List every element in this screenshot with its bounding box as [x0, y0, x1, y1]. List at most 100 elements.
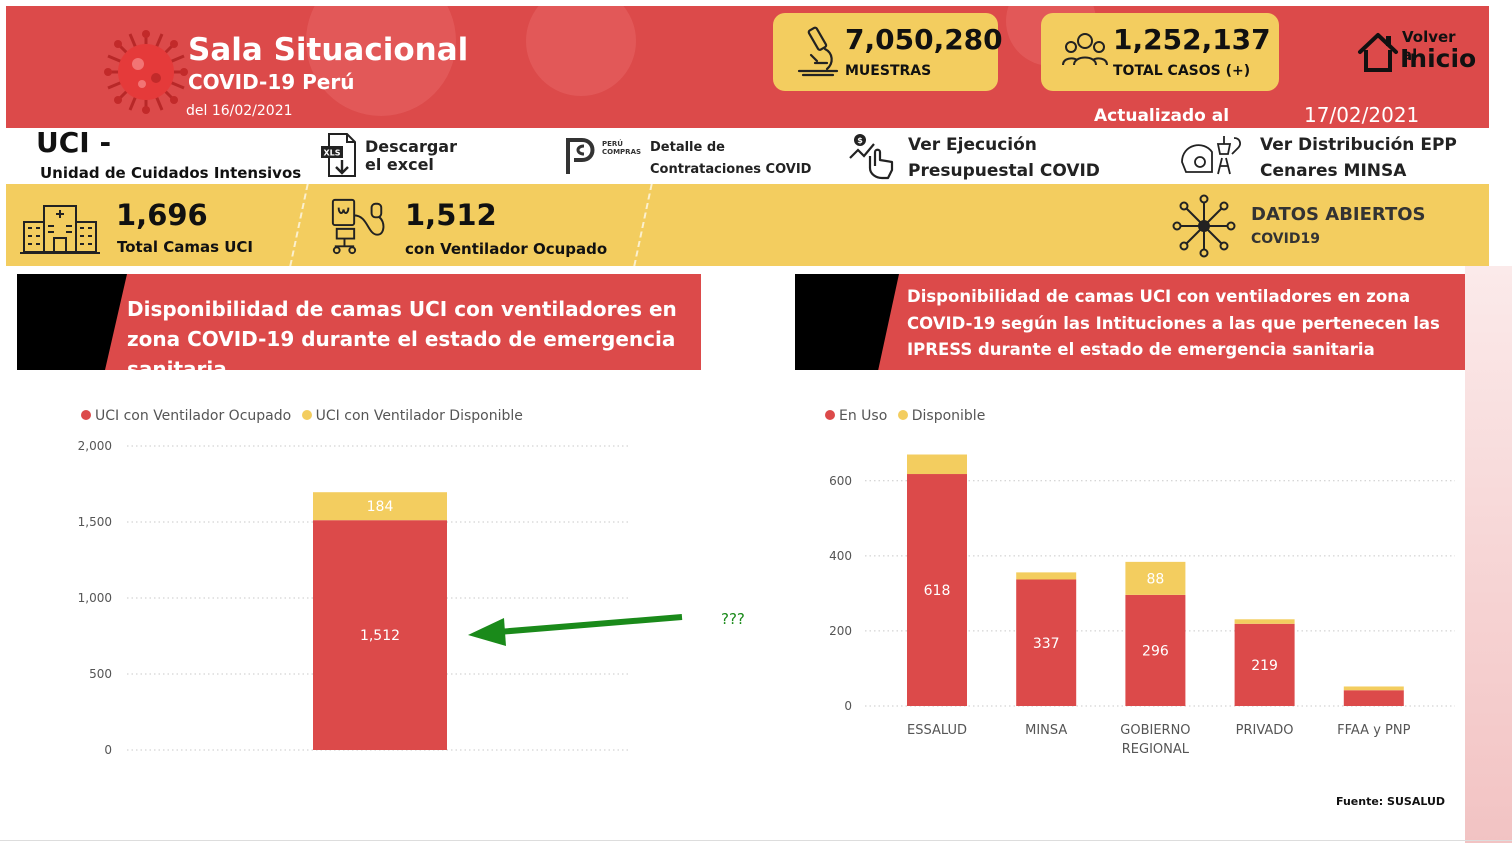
- total-camas-label: Total Camas UCI: [117, 238, 254, 256]
- bar-segment: [1016, 572, 1077, 580]
- legend-dot-disponible: [301, 410, 312, 420]
- kpi-band: 1,696 Total Camas UCI 1,512 con Ventilad…: [6, 184, 1489, 266]
- hospital-icon: [20, 205, 100, 254]
- legend-dot-disponible: [897, 410, 908, 420]
- download-line2: el excel: [365, 155, 434, 175]
- bar-segment: [1125, 594, 1186, 706]
- legend-label-ocupado: UCI con Ventilador Ocupado: [95, 408, 292, 424]
- ventilator-icon: [331, 198, 385, 255]
- bar-data-label: 88: [1146, 571, 1164, 587]
- bar-segment: [313, 520, 447, 750]
- y-tick-label: 400: [829, 549, 852, 563]
- ejecucion-line1: Ver Ejecución: [908, 135, 1037, 155]
- total-casos-label: TOTAL CASOS (+): [1113, 63, 1251, 79]
- virus-decoration: [526, 6, 636, 96]
- bar-segment: [1234, 623, 1295, 706]
- bar-data-label: 1,512: [360, 628, 400, 644]
- dashboard-title: Sala Situacional: [188, 32, 469, 68]
- peru-compras-brand2: COMPRAS: [602, 148, 642, 157]
- peru-compras-brand: PERÚ COMPRAS: [602, 140, 641, 156]
- peru-compras-link[interactable]: PERÚ COMPRAS Detalle de Contrataciones C…: [564, 132, 834, 199]
- y-tick-label: 2,000: [78, 439, 112, 453]
- x-tick-label: FFAA y PNP: [1337, 723, 1410, 738]
- muestras-card: 7,050,280 MUESTRAS: [773, 13, 1003, 91]
- ventilador-value: 1,512: [405, 198, 497, 232]
- left-chart-panel: UCI con Ventilador Ocupado UCI con Venti…: [17, 372, 701, 772]
- bar-segment: [1125, 561, 1186, 595]
- epp-text: Ver Distribución EPP Cenares MINSA: [1260, 132, 1457, 184]
- download-line1: Descargar: [365, 137, 457, 156]
- y-tick-label: 600: [829, 474, 852, 488]
- download-excel-link[interactable]: XLS Descargar el excel: [319, 132, 469, 184]
- bar-data-label: 184: [367, 499, 394, 515]
- updated-label: Actualizado al: [1094, 106, 1230, 126]
- datos-abiertos-title: DATOS ABIERTOS: [1251, 204, 1426, 225]
- right-chart-panel: En Uso Disponible 0 200 400 600 618 ESSALUD 33…: [795, 372, 1465, 772]
- bar-data-label: 219: [1251, 658, 1278, 674]
- bar-segment: [907, 474, 967, 706]
- section-subtitle: Unidad de Cuidados Intensivos: [40, 164, 302, 182]
- banner-accent: [795, 274, 899, 370]
- left-chart-legend: UCI con Ventilador Ocupado UCI con Venti…: [81, 408, 523, 424]
- legend-dot-en-uso: [825, 410, 835, 420]
- bar-segment: [1016, 579, 1077, 706]
- total-casos-value: 1,252,137: [1113, 23, 1271, 56]
- data-source: Fuente: SUSALUD: [1336, 795, 1446, 808]
- x-tick-label: MINSA: [1025, 723, 1067, 738]
- x-tick-label: GOBIERNO: [1120, 723, 1190, 738]
- epp-line2: Cenares MINSA: [1260, 161, 1407, 181]
- banner-accent: [17, 274, 127, 370]
- people-group-icon: [1062, 33, 1108, 66]
- ventilador-label: con Ventilador Ocupado: [405, 240, 608, 258]
- decorative-side-strip: [1465, 266, 1512, 843]
- bar-data-label: 296: [1142, 643, 1169, 659]
- y-tick-label: 200: [829, 624, 852, 638]
- legend-label-en-uso: En Uso: [839, 408, 888, 424]
- bar-segment: [1343, 690, 1404, 706]
- legend-label-disponible: Disponible: [911, 408, 986, 424]
- distribucion-epp-link[interactable]: Ver Distribución EPP Cenares MINSA: [1178, 132, 1468, 184]
- y-tick-label: 500: [89, 667, 112, 681]
- kpi-separator: [633, 184, 653, 266]
- annotation-arrow: [468, 614, 683, 646]
- datos-abiertos-subtitle: COVID19: [1251, 231, 1320, 247]
- bar-data-label: 618: [924, 583, 951, 599]
- bar-segment: [313, 492, 447, 521]
- budget-touch-icon: $: [849, 134, 894, 180]
- total-camas-value: 1,696: [116, 198, 208, 232]
- home-label-line2: Inicio: [1400, 44, 1477, 73]
- ejecucion-presupuestal-link[interactable]: $ Ver Ejecución Presupuestal COVID 19: [846, 132, 1116, 207]
- muestras-label: MUESTRAS: [845, 63, 932, 79]
- peru-compras-brand1: PERÚ: [602, 140, 623, 148]
- legend-label-disponible: UCI con Ventilador Disponible: [315, 408, 523, 424]
- bar-segment: [1234, 619, 1295, 624]
- microscope-icon: [797, 26, 839, 77]
- home-button[interactable]: Volver al Inicio: [1356, 26, 1476, 86]
- download-excel-text: Descargar el excel: [365, 137, 457, 175]
- right-chart-legend: En Uso Disponible: [825, 408, 985, 424]
- excel-file-icon: XLS: [321, 133, 356, 177]
- y-tick-label: 1,500: [78, 515, 112, 529]
- xls-icon-text: XLS: [323, 149, 340, 158]
- muestras-value: 7,050,280: [845, 23, 1003, 56]
- y-tick-label: 1,000: [78, 591, 112, 605]
- updated-date: 17/02/2021: [1304, 103, 1420, 127]
- links-bar: UCI - Unidad de Cuidados Intensivos XLS …: [6, 126, 1489, 207]
- bar-segment: [1343, 686, 1404, 691]
- report-date: del 16/02/2021: [186, 103, 293, 119]
- left-stacked-bar-chart: 0 500 1,000 1,500 2,000 1,512 184: [78, 439, 631, 757]
- right-chart-title: Disponibilidad de camas UCI con ventilad…: [907, 287, 1440, 359]
- bottom-divider: [0, 840, 1512, 841]
- x-tick-label: ESSALUD: [907, 723, 967, 738]
- epp-line1: Ver Distribución EPP: [1260, 135, 1457, 155]
- header-banner: Sala Situacional COVID-19 Perú del 16/02…: [6, 6, 1489, 128]
- legend-dot-ocupado: [81, 410, 91, 420]
- bar-segment: [907, 454, 967, 475]
- right-chart-banner: Disponibilidad de camas UCI con ventilad…: [795, 274, 1478, 370]
- ppe-equipment-icon: [1181, 136, 1241, 175]
- svg-text:$: $: [857, 136, 863, 145]
- home-label-line1: Volver al: [1402, 28, 1456, 64]
- total-casos-card: 1,252,137 TOTAL CASOS (+): [1041, 13, 1279, 91]
- annotation-question: ???: [721, 610, 745, 628]
- peru-compras-line1: Detalle de: [650, 140, 725, 155]
